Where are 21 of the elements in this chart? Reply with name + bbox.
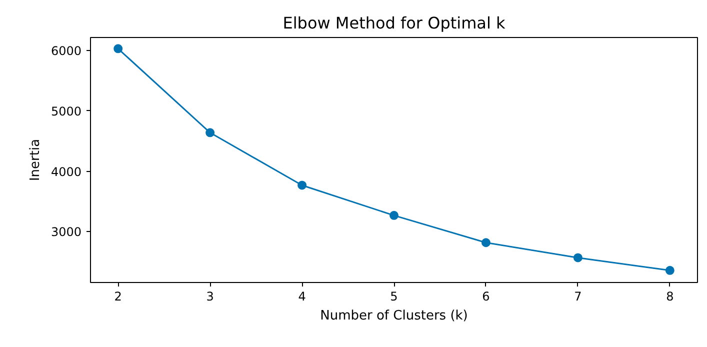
chart-title: Elbow Method for Optimal k bbox=[282, 14, 506, 32]
x-tick-label: 3 bbox=[206, 290, 214, 304]
point bbox=[114, 44, 123, 54]
point bbox=[390, 210, 398, 220]
x-axis-title: Number of Clusters (k) bbox=[320, 308, 468, 324]
x-tick-label: 7 bbox=[574, 290, 582, 304]
y-tick-label: 6000 bbox=[50, 44, 82, 58]
point bbox=[206, 128, 215, 138]
x-tick-label: 8 bbox=[666, 290, 674, 304]
x-tick-label: 5 bbox=[390, 290, 398, 304]
y-tick-label: 5000 bbox=[50, 104, 82, 118]
y-axis-title: Inertia bbox=[28, 138, 43, 182]
y-tick-label: 3000 bbox=[50, 225, 82, 240]
x-tick-label: 4 bbox=[298, 290, 306, 304]
x-tick-label: 6 bbox=[482, 290, 490, 304]
point bbox=[481, 238, 490, 248]
x-tick-label: 2 bbox=[114, 290, 122, 304]
y-tick-label: 4000 bbox=[50, 164, 82, 179]
point bbox=[573, 253, 582, 262]
point bbox=[298, 180, 307, 190]
point bbox=[665, 266, 674, 275]
